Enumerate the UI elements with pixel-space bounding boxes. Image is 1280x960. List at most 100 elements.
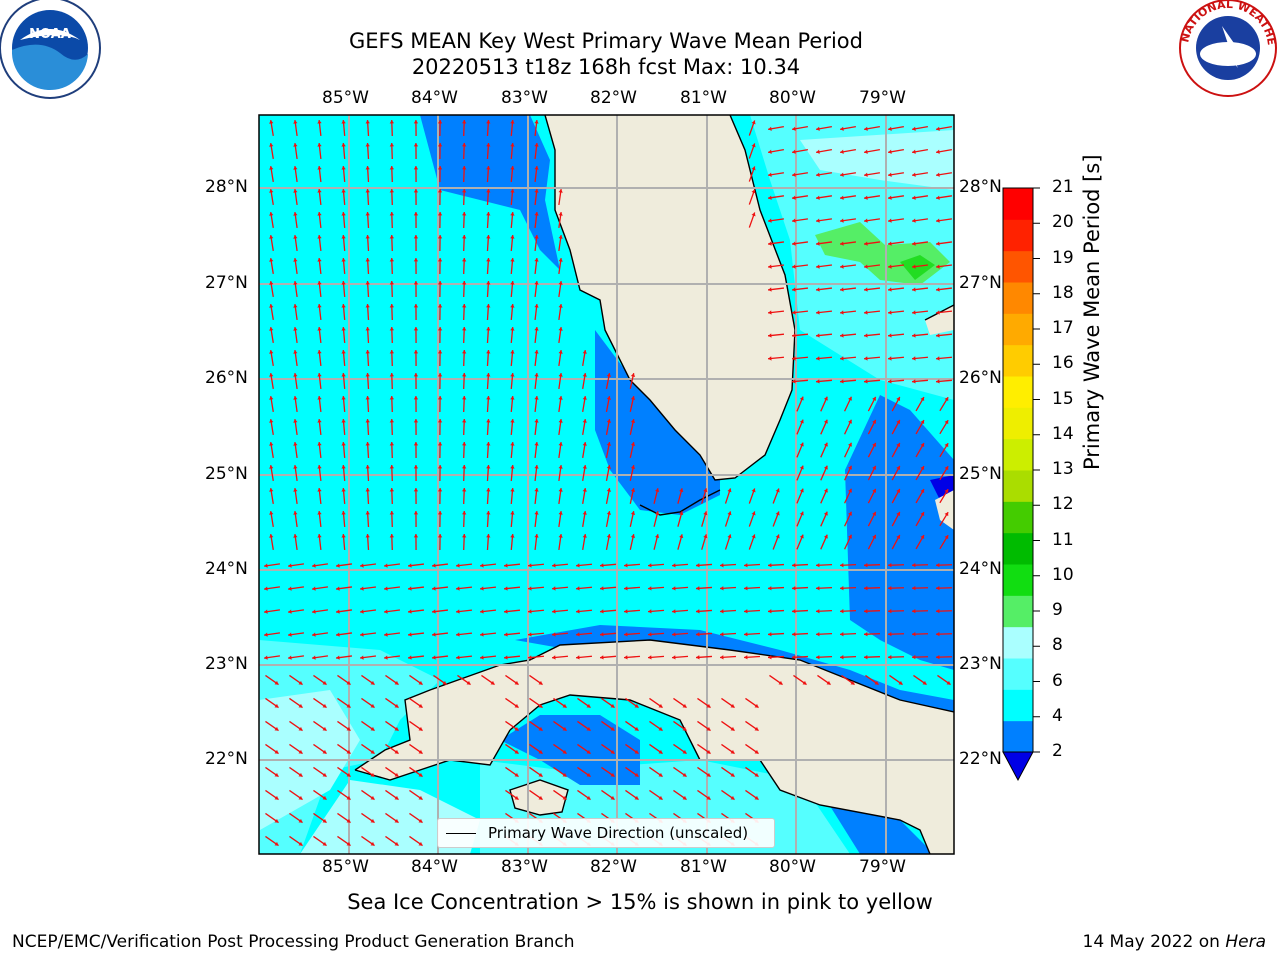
wave-direction-arrow [863, 356, 881, 361]
colorbar-swatch [1003, 470, 1033, 502]
wave-direction-arrow [647, 563, 665, 568]
wave-direction-arrow [365, 395, 370, 413]
wave-direction-arrow [341, 395, 346, 413]
wave-direction-arrow [437, 326, 443, 344]
wave-direction-arrow [269, 142, 274, 160]
wave-direction-arrow [839, 310, 857, 315]
wave-direction-arrow [815, 241, 833, 246]
wave-direction-arrow [767, 264, 785, 269]
wave-direction-arrow [796, 511, 804, 527]
wave-direction-arrow [791, 609, 809, 614]
wave-direction-arrow [486, 257, 491, 275]
wave-direction-arrow [359, 563, 377, 568]
wave-direction-arrow [863, 310, 881, 315]
wave-direction-arrow [293, 142, 298, 160]
nws-logo: NATIONAL WEATHER SERVICE [1178, 0, 1278, 97]
wave-direction-arrow [510, 326, 515, 344]
wave-direction-arrow [365, 349, 370, 367]
wave-direction-arrow [864, 125, 880, 131]
wave-direction-arrow [816, 149, 832, 154]
wave-direction-arrow [724, 534, 732, 550]
wave-direction-arrow [317, 395, 322, 413]
wave-direction-arrow [462, 303, 467, 321]
wave-direction-arrow [341, 418, 346, 436]
wave-direction-arrow [553, 766, 567, 778]
wave-direction-arrow [337, 720, 351, 732]
wave-direction-arrow [365, 487, 370, 505]
wave-direction-arrow [462, 510, 467, 528]
wave-direction-arrow [337, 812, 351, 824]
wave-direction-arrow [437, 441, 443, 459]
colorbar-tick-label: 2 [1052, 741, 1063, 761]
wave-direction-arrow [317, 372, 322, 390]
colorbar-swatch [1003, 564, 1033, 596]
wave-direction-arrow [529, 743, 543, 755]
wave-direction-arrow [911, 287, 929, 292]
wave-direction-arrow [719, 655, 737, 660]
wave-direction-arrow [935, 562, 953, 568]
footer-date-text: 14 May 2022 on [1082, 932, 1220, 952]
wave-direction-arrow [317, 533, 322, 551]
wave-direction-arrow [911, 379, 929, 384]
wave-direction-arrow [293, 464, 298, 482]
wave-direction-arrow [265, 812, 279, 824]
wave-direction-arrow [888, 149, 904, 154]
wave-direction-arrow [409, 720, 423, 732]
wave-direction-arrow [503, 632, 521, 637]
wave-direction-arrow [335, 655, 353, 660]
colorbar-swatch [1003, 532, 1033, 565]
colorbar-swatch [1003, 282, 1033, 314]
wave-direction-arrow [935, 310, 953, 315]
wave-direction-arrow [455, 586, 473, 591]
wave-direction-arrow [887, 264, 905, 269]
wave-direction-arrow [553, 743, 567, 755]
lon-label: 79°W [859, 88, 906, 108]
wave-direction-arrow [601, 789, 615, 801]
wave-direction-arrow [719, 632, 737, 637]
wave-direction-arrow [558, 303, 563, 321]
wave-direction-arrow [534, 280, 539, 298]
wave-direction-arrow [534, 119, 539, 137]
wave-direction-arrow [341, 464, 346, 482]
wave-direction-arrow [911, 195, 929, 200]
wave-direction-arrow [407, 586, 425, 591]
lat-label: 27°N [959, 273, 1002, 293]
wave-direction-arrow [887, 241, 905, 246]
wave-direction-arrow [389, 395, 394, 413]
wave-direction-arrow [840, 149, 856, 154]
wave-direction-arrow [629, 442, 636, 458]
wave-direction-arrow [313, 789, 327, 801]
wave-direction-arrow [383, 563, 401, 568]
wave-direction-arrow [695, 563, 713, 568]
wave-direction-arrow [673, 720, 687, 732]
wave-direction-arrow [551, 563, 569, 568]
wave-direction-arrow [575, 586, 593, 591]
wave-direction-arrow [486, 349, 491, 367]
wave-direction-arrow [313, 766, 327, 778]
wave-direction-arrow [337, 697, 351, 709]
wave-direction-arrow [935, 195, 953, 200]
wave-direction-arrow [911, 563, 929, 568]
wave-direction-arrow [529, 674, 543, 686]
wave-direction-arrow [863, 379, 881, 384]
wave-direction-arrow [437, 165, 443, 183]
wave-direction-arrow [462, 165, 467, 183]
wave-direction-arrow [527, 632, 545, 637]
lon-label: 79°W [859, 857, 906, 877]
lon-label: 80°W [769, 857, 816, 877]
wave-direction-arrow [935, 654, 953, 660]
wave-direction-arrow [385, 743, 399, 755]
wave-direction-arrow [839, 333, 857, 338]
wave-direction-arrow [510, 418, 515, 436]
wave-direction-arrow [791, 310, 809, 315]
wave-direction-arrow [529, 697, 543, 709]
wave-direction-arrow [335, 632, 353, 637]
colorbar-tick-label: 20 [1052, 212, 1074, 233]
wave-direction-arrow [269, 188, 274, 206]
wave-direction-arrow [486, 487, 491, 505]
wave-direction-arrow [743, 655, 761, 660]
wave-direction-arrow [935, 264, 953, 269]
wave-direction-arrow [317, 165, 322, 183]
wave-direction-arrow [839, 172, 857, 177]
wave-direction-arrow [887, 333, 905, 338]
